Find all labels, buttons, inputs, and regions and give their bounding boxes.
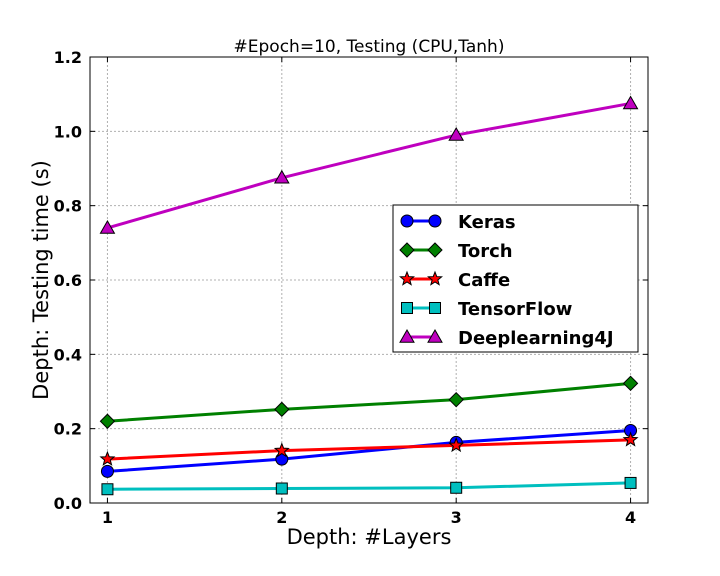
series-tensorflow [101, 476, 637, 496]
legend-marker-keras [428, 214, 442, 228]
legend-entry-torch: Torch [399, 241, 513, 262]
x-tick-label: 1 [102, 508, 113, 527]
x-tick-label: 4 [625, 508, 636, 527]
legend-marker-deeplearning4j [399, 328, 415, 343]
series-line-torch [107, 381, 631, 423]
legend-marker-caffe [399, 270, 415, 286]
data-point-caffe [622, 431, 639, 447]
series-line-tensorflow [107, 481, 631, 491]
series-keras [100, 424, 638, 478]
legend-marker-tensorflow [401, 302, 413, 314]
data-point-tensorflow [101, 483, 114, 496]
x-tick-label: 2 [276, 508, 287, 527]
legend-marker-tensorflow [429, 302, 441, 314]
legend-entry-keras: Keras [400, 212, 516, 233]
y-tick-label: 1.2 [54, 48, 82, 67]
x-axis-label: Depth: #Layers [287, 525, 452, 549]
data-point-torch [274, 401, 290, 418]
legend-marker-torch [427, 242, 443, 258]
data-point-torch [622, 375, 639, 392]
y-tick-label: 0.2 [54, 420, 82, 439]
series-caffe [99, 431, 639, 466]
series-line-keras [107, 429, 631, 473]
y-tick-label: 1.0 [54, 122, 82, 141]
legend-label-keras: Keras [458, 212, 516, 233]
y-tick-label: 0.8 [54, 197, 82, 216]
data-point-deeplearning4j [622, 95, 639, 110]
data-point-deeplearning4j [99, 219, 116, 234]
data-point-tensorflow [275, 482, 288, 495]
series-layer [99, 95, 639, 496]
data-point-caffe [273, 442, 290, 458]
chart-title: #Epoch=10, Testing (CPU,Tanh) [234, 37, 505, 57]
series-deeplearning4j [99, 95, 639, 234]
legend-label-tensorflow: TensorFlow [458, 299, 572, 320]
y-tick-label: 0.6 [54, 271, 82, 290]
legend: Keras Torch Caffe TensorFlow Deeplearning4J [392, 204, 639, 353]
data-point-deeplearning4j [448, 127, 465, 141]
data-point-caffe [99, 450, 116, 466]
data-point-deeplearning4j [273, 169, 290, 184]
data-point-keras [100, 464, 114, 478]
data-point-tensorflow [450, 481, 463, 494]
legend-marker-torch [399, 242, 415, 258]
legend-label-torch: Torch [458, 241, 513, 262]
data-point-torch [99, 413, 116, 429]
legend-marker-deeplearning4j [427, 328, 443, 343]
legend-label-deeplearning4j: Deeplearning4J [458, 328, 614, 349]
data-point-torch [448, 391, 464, 408]
y-axis-label: Depth: Testing time (s) [29, 160, 53, 400]
legend-entry-deeplearning4j: Deeplearning4J [399, 328, 614, 349]
x-tick-label: 3 [451, 508, 462, 527]
legend-marker-caffe [427, 270, 443, 286]
legend-entry-caffe: Caffe [399, 270, 510, 291]
series-line-deeplearning4j [107, 101, 631, 230]
legend-entry-tensorflow: TensorFlow [401, 299, 572, 320]
legend-marker-keras [400, 214, 414, 228]
y-tick-label: 0.0 [54, 494, 82, 513]
y-tick-label: 0.4 [54, 345, 82, 364]
data-point-caffe [448, 437, 465, 453]
legend-label-caffe: Caffe [458, 270, 510, 291]
axis-ticks: 0.0 0.2 0.4 0.6 0.8 1.0 1.2 1 2 3 4 [54, 48, 648, 527]
series-torch [99, 375, 639, 429]
data-point-tensorflow [624, 476, 637, 489]
series-line-caffe [107, 438, 631, 461]
